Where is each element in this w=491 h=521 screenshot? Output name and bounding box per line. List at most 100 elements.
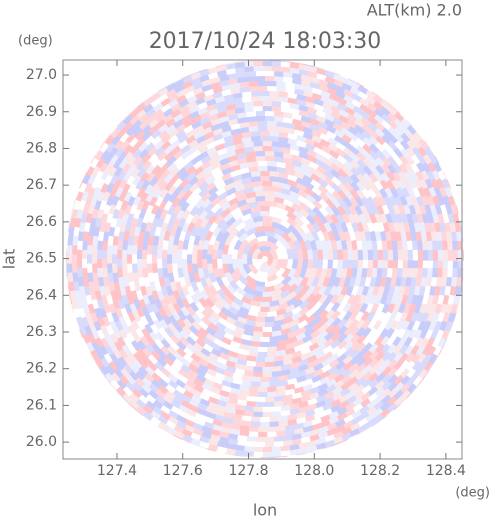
radar-cell [316,230,326,242]
radar-cell [199,347,211,358]
radar-cell [97,229,105,242]
radar-cell [227,202,240,213]
radar-cell [223,182,235,192]
radar-cell [78,197,87,210]
radar-cell [293,276,304,288]
radar-cell [159,297,169,310]
radar-cell [247,426,259,433]
radar-cell [134,326,145,339]
radar-cell [329,404,341,414]
radar-cell [282,310,294,320]
radar-cell [395,276,402,289]
radar-cell [255,240,269,248]
radar-cell [310,417,323,426]
radar-cell [206,140,218,150]
radar-cell [280,61,293,68]
radar-cell [390,294,399,307]
radar-cell [114,319,124,332]
radar-cell [216,110,229,119]
radar-cell [417,186,427,199]
radar-cell [195,407,208,417]
radar-cell [235,101,247,109]
radar-cell [292,344,305,353]
radar-cell [424,204,433,217]
radar-cell [422,240,429,252]
radar-cell [102,229,110,241]
radar-cell [153,297,163,310]
radar-cell [162,293,172,305]
radar-cell [319,132,332,143]
radar-cell [220,230,231,242]
radar-cell [210,117,223,126]
radar-cell [227,159,240,168]
radar-cell [329,285,338,297]
radar-cell [238,238,249,251]
radar-cell [315,337,328,348]
radar-cell [252,366,263,373]
radar-cell [401,213,409,225]
radar-cell [293,223,305,235]
radar-cell [373,187,383,200]
radar-cell [374,171,385,184]
radar-cell [304,143,317,152]
radar-cell [306,222,317,234]
radar-cell [379,179,390,192]
radar-cell [329,149,341,160]
radar-cell [126,310,136,323]
radar-cell [288,408,300,416]
radar-cell [400,320,411,333]
radar-cell [324,324,336,335]
radar-cell [330,301,341,314]
radar-cell [235,394,247,402]
radar-cell [162,267,169,278]
radar-cell [343,160,355,172]
radar-cell [278,445,291,452]
radar-cell [397,303,406,315]
radar-cell [232,297,244,307]
radar-cell [426,195,436,208]
radar-cell [270,370,282,378]
radar-cell [190,320,202,331]
radar-cell [148,310,158,322]
radar-cell [430,277,438,289]
radar-cell [285,127,297,135]
radar-cell [267,125,279,132]
radar-cell [248,80,260,87]
radar-cell [185,128,198,139]
radar-cell [83,323,93,336]
radar-cell [244,101,256,108]
radar-cell [228,423,241,431]
radar-cell [309,81,322,90]
radar-cell [232,97,245,105]
radar-cell [136,186,147,198]
radar-cell [96,266,103,278]
radar-cell [141,198,151,211]
radar-cell [256,351,268,358]
radar-cell [235,279,246,291]
radar-cell [266,310,278,318]
radar-cell [322,345,334,356]
radar-cell [271,65,284,72]
radar-cell [176,309,187,322]
radar-cell [174,280,183,292]
radar-cell [208,221,219,233]
radar-cell [389,277,397,289]
radar-cell [235,399,248,407]
radar-cell [247,385,259,393]
radar-cell [181,324,193,336]
radar-cell [385,179,396,192]
radar-cell [143,322,154,335]
radar-cell [184,342,197,353]
radar-cell [220,201,232,212]
radar-cell [250,210,261,219]
radar-cell [370,303,380,315]
radar-cell [190,212,201,224]
radar-cell [424,178,435,191]
radar-cell [210,75,223,84]
radar-cell [91,252,98,264]
radar-cell [212,176,225,186]
radar-cell [249,381,261,388]
radar-cell [267,241,280,251]
radar-cell [309,329,321,340]
radar-cell [317,121,330,131]
